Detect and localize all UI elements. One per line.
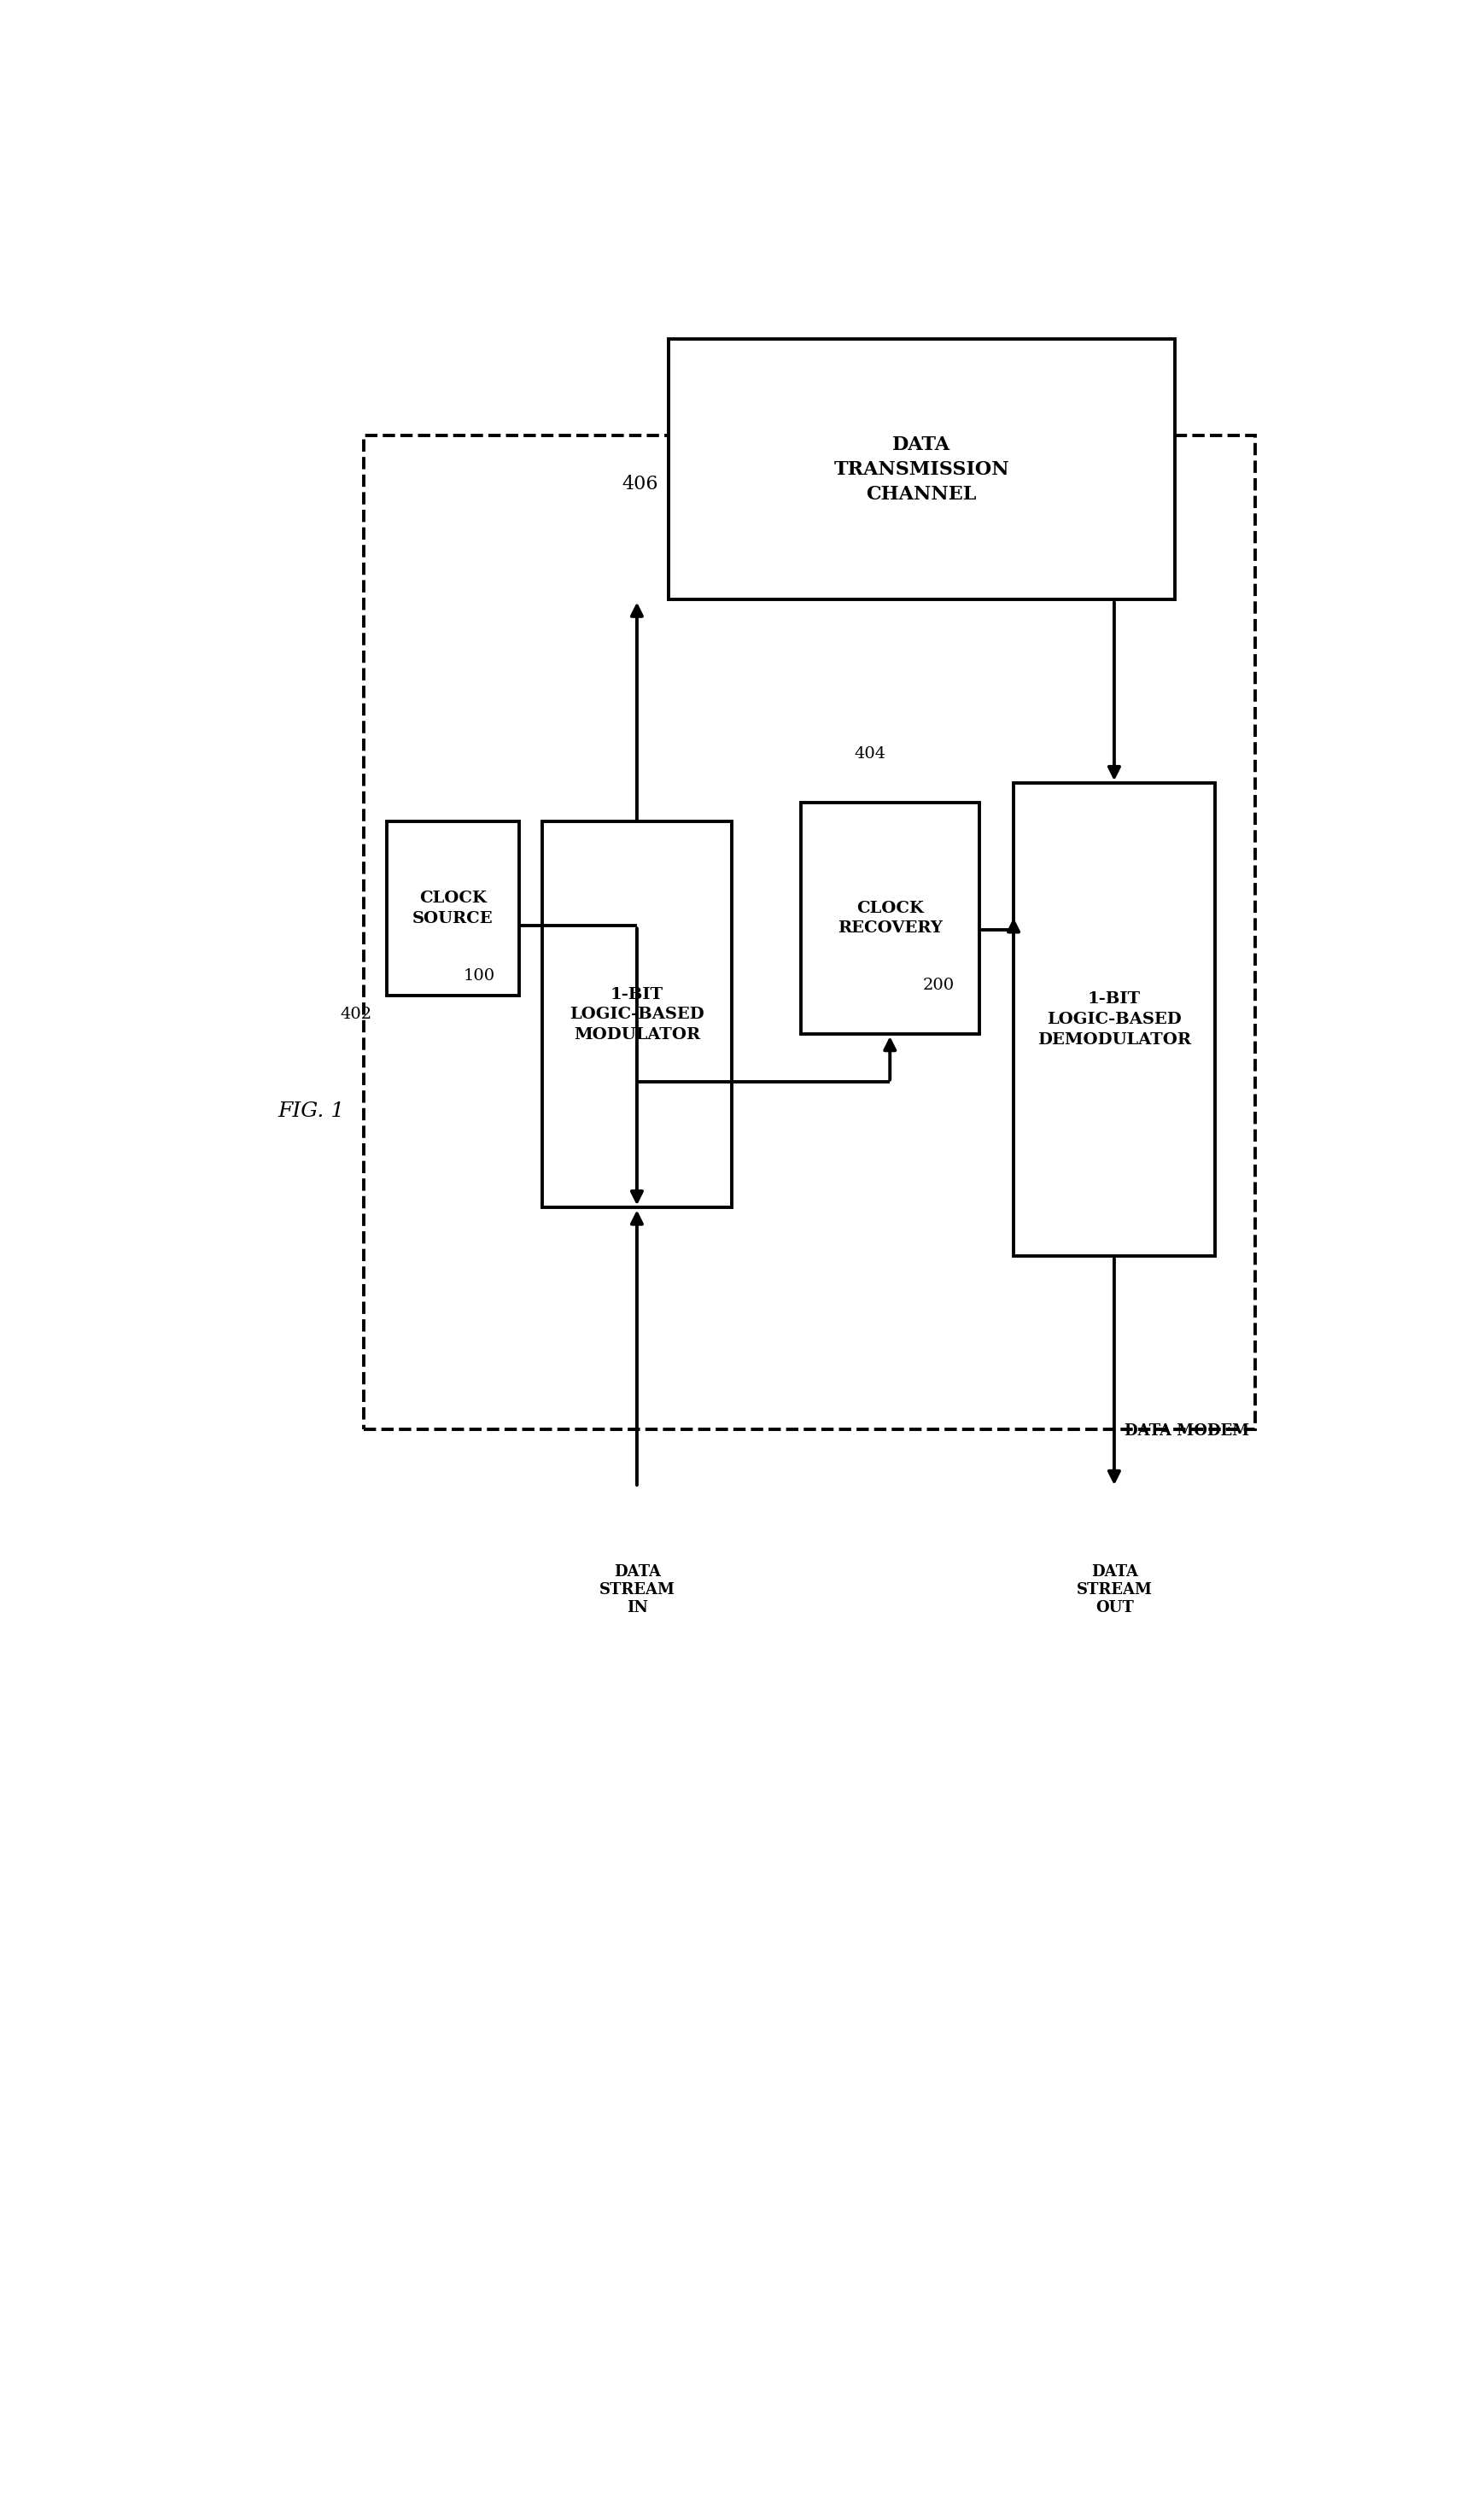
Text: 404: 404 (853, 747, 886, 762)
Text: DATA MODEM: DATA MODEM (1125, 1423, 1250, 1438)
Text: 1-BIT
LOGIC-BASED
MODULATOR: 1-BIT LOGIC-BASED MODULATOR (570, 987, 705, 1042)
Text: 1-BIT
LOGIC-BASED
DEMODULATOR: 1-BIT LOGIC-BASED DEMODULATOR (1037, 992, 1192, 1048)
FancyBboxPatch shape (801, 802, 979, 1035)
Text: DATA
STREAM
OUT: DATA STREAM OUT (1077, 1564, 1153, 1616)
Text: DATA
TRANSMISSION
CHANNEL: DATA TRANSMISSION CHANNEL (834, 436, 1009, 504)
Text: 100: 100 (463, 967, 494, 985)
Text: 200: 200 (923, 977, 954, 992)
FancyBboxPatch shape (387, 822, 519, 995)
Text: FIG. 1: FIG. 1 (278, 1100, 344, 1120)
FancyBboxPatch shape (1014, 782, 1215, 1256)
Text: CLOCK
SOURCE: CLOCK SOURCE (413, 890, 493, 927)
Text: CLOCK
RECOVERY: CLOCK RECOVERY (837, 900, 942, 935)
Text: 406: 406 (622, 474, 657, 494)
FancyBboxPatch shape (668, 338, 1175, 599)
Text: 402: 402 (340, 1007, 371, 1022)
FancyBboxPatch shape (542, 822, 732, 1208)
Text: DATA
STREAM
IN: DATA STREAM IN (600, 1564, 675, 1616)
